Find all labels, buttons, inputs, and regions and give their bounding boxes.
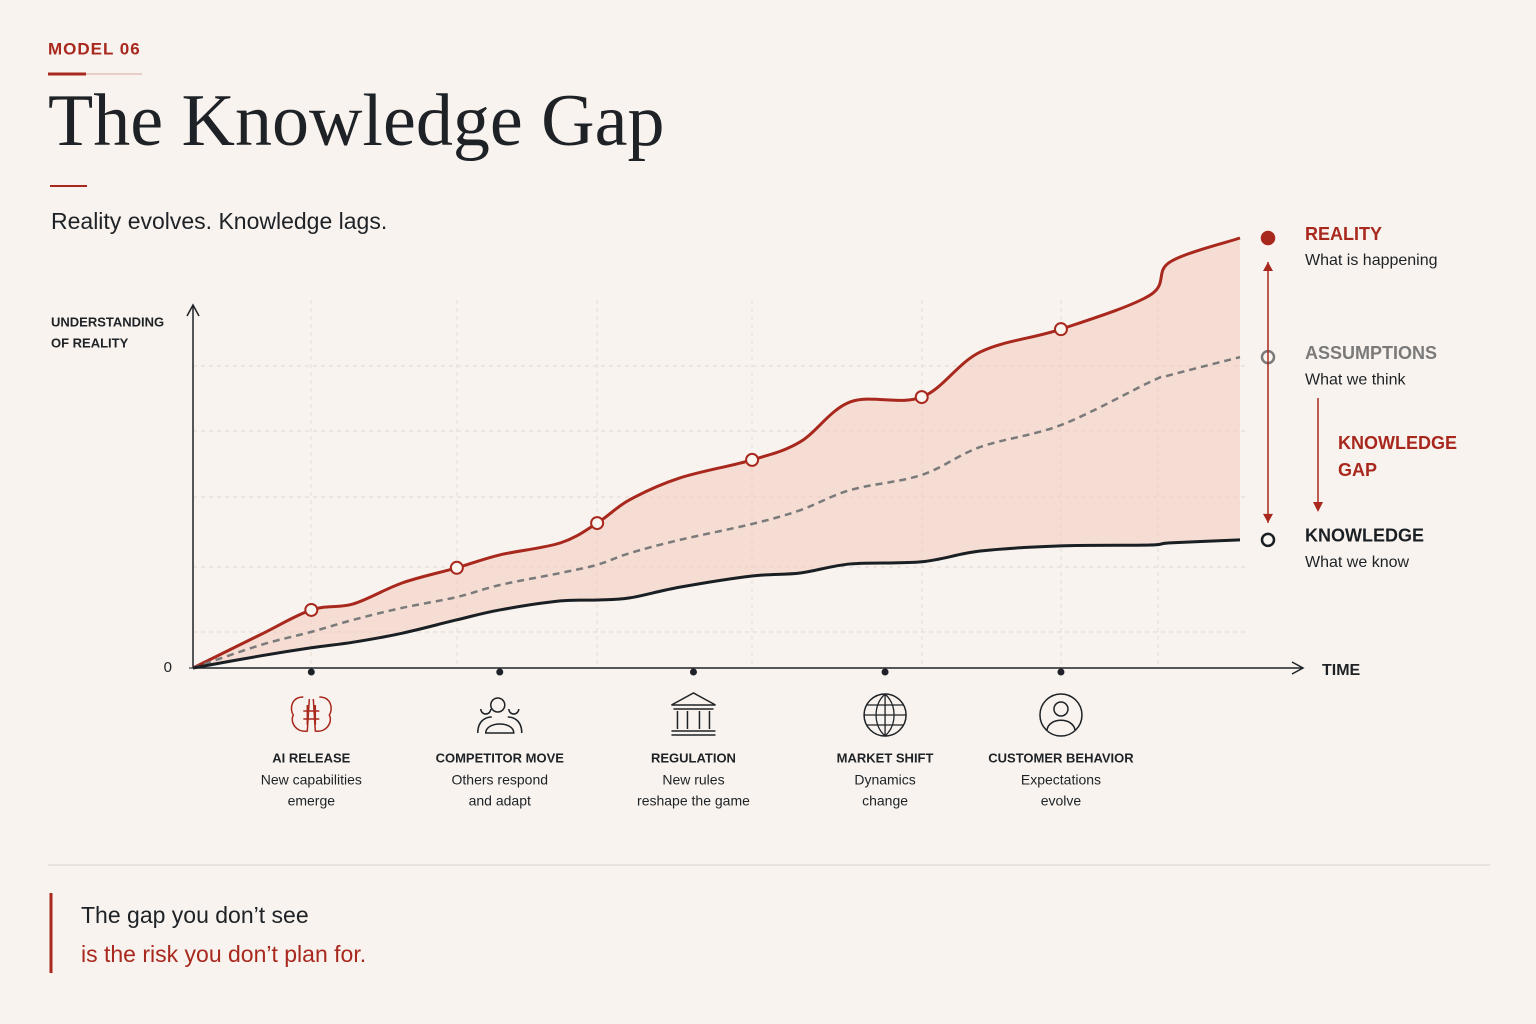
series-description: What we know [1305, 554, 1409, 571]
icon [864, 693, 907, 737]
series-description: What we think [1305, 371, 1406, 388]
event-icon [671, 692, 716, 736]
point-marker [1053, 322, 1068, 337]
event-tick [881, 668, 889, 676]
event-icon [1039, 693, 1083, 737]
y-axis-label: OF REALITY [51, 335, 129, 350]
point-marker [449, 560, 464, 575]
gap-arrowhead [1263, 513, 1273, 523]
icon [1046, 701, 1076, 731]
event-tick [496, 668, 504, 676]
gap-arrowhead [1263, 262, 1273, 271]
event-description: change [862, 793, 908, 809]
y-axis-arrow [186, 303, 200, 317]
point-marker [590, 516, 605, 531]
event-description: Dynamics [854, 772, 915, 788]
event-description: evolve [1041, 793, 1082, 809]
subtitle: Reality evolves. Knowledge lags. [51, 208, 387, 234]
event-description: and adapt [469, 793, 531, 809]
icon [477, 697, 523, 734]
series-label: KNOWLEDGE [1305, 526, 1424, 546]
series-label: REALITY [1305, 224, 1382, 244]
gap-arrowhead [1313, 502, 1323, 512]
x-axis-label: TIME [1322, 662, 1361, 679]
footer-line: is the risk you don’t plan for. [81, 941, 366, 967]
event-name: CUSTOMER BEHAVIOR [988, 750, 1134, 765]
event-description: emerge [288, 793, 336, 809]
gap-area [193, 238, 1240, 668]
event-icon [863, 693, 907, 737]
x-axis-arrow [1291, 661, 1305, 675]
icon [1039, 693, 1083, 737]
y-tick-label: 0 [164, 659, 172, 676]
y-axis-label: UNDERSTANDING [51, 314, 164, 329]
point-marker [304, 602, 319, 617]
event-name: MARKET SHIFT [837, 750, 934, 765]
event-description: New capabilities [261, 772, 362, 788]
series-description: What is happening [1305, 252, 1438, 269]
point-marker [914, 390, 929, 405]
event-name: REGULATION [651, 750, 736, 765]
point-marker [745, 452, 760, 467]
event-description: New rules [662, 772, 724, 788]
event-description: Expectations [1021, 772, 1101, 788]
icon [671, 692, 716, 736]
end-marker [1260, 532, 1276, 548]
series-line [192, 355, 1241, 670]
chart: UNDERSTANDING OF REALITY TIME 0 REALITY What … [51, 224, 1457, 809]
icon [290, 696, 332, 732]
event-tick [689, 668, 697, 676]
event-tick [1057, 668, 1065, 676]
event-name: COMPETITOR MOVE [436, 750, 565, 765]
gap-label: KNOWLEDGE [1338, 433, 1457, 453]
series-line [192, 538, 1241, 670]
gap-label: GAP [1338, 460, 1377, 480]
end-marker [1260, 230, 1276, 246]
series-label: ASSUMPTIONS [1305, 343, 1437, 363]
event-description: Others respond [452, 772, 549, 788]
event-name: AI RELEASE [272, 750, 350, 765]
event-icon [477, 697, 523, 734]
title: The Knowledge Gap [48, 80, 664, 162]
event-tick [307, 668, 315, 676]
footer-line: The gap you don’t see [81, 902, 309, 928]
event-description: reshape the game [637, 793, 750, 809]
model-label: MODEL 06 [48, 39, 141, 58]
event-icon [290, 696, 332, 732]
